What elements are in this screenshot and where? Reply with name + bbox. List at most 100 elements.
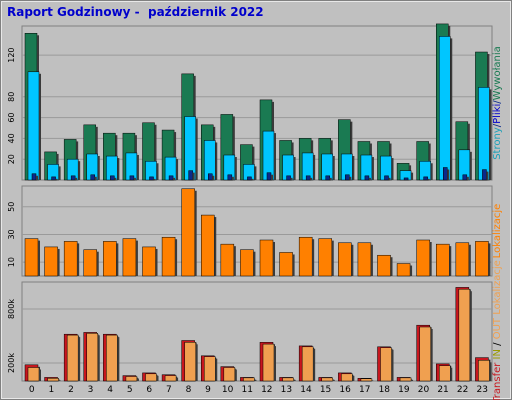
hits-files-pages-pages-bar-shadow xyxy=(173,177,176,180)
visits-visits-bar xyxy=(24,238,39,277)
transfer-kbytes_out-bar xyxy=(27,367,40,382)
hits-files-pages-hits-bar-shadow xyxy=(174,132,177,180)
transfer-kbytes_out-bar-shadow xyxy=(450,367,453,381)
hits-files-pages-axis-label: Strony/Pliki/Wywołania xyxy=(492,46,503,160)
hits-files-pages-pages-bar-shadow xyxy=(231,176,234,180)
transfer-kbytes_out-bar-shadow xyxy=(274,346,276,381)
hits-files-pages-axis-label-part: / xyxy=(492,100,503,104)
visits-visits-bar-shadow xyxy=(312,239,315,276)
visits-visits-bar xyxy=(318,238,332,277)
x-tick-label: 3 xyxy=(88,385,94,395)
visits-y-tick-label: 30 xyxy=(7,229,16,239)
transfer-kbytes_out-bar-shadow xyxy=(78,337,81,381)
transfer-kbytes_out-bar-shadow xyxy=(254,379,257,381)
hits-files-pages-axis-label-part: Strony xyxy=(492,127,503,160)
transfer-kbytes_out-bar xyxy=(262,343,275,382)
hits-files-pages-files-bar-shadow xyxy=(450,38,453,180)
hits-files-pages-files-bar-shadow xyxy=(156,163,159,180)
visits-visits-bar xyxy=(279,252,293,277)
transfer-kbytes_out-bar xyxy=(380,347,392,382)
hits-files-pages-y-tick-label: 80 xyxy=(7,92,16,102)
transfer-kbytes_out-bar xyxy=(282,377,294,382)
visits-visits-bar xyxy=(240,249,254,277)
transfer-kbytes_out-bar-shadow xyxy=(352,375,355,381)
hits-files-pages-hits-bar-shadow xyxy=(252,146,255,180)
hits-files-pages-files-bar-shadow xyxy=(293,157,296,180)
transfer-kbytes_out-bar xyxy=(458,288,471,382)
visits-visits-bar-shadow xyxy=(155,248,158,276)
visits-visits-bar xyxy=(475,241,489,277)
hits-files-pages-pages-bar xyxy=(90,174,95,181)
hits-files-pages-pages-bar-shadow xyxy=(114,177,117,180)
hits-files-pages-files-bar-shadow xyxy=(97,155,100,180)
visits-visits-bar xyxy=(338,242,352,277)
hits-files-pages-pages-bar xyxy=(384,175,389,181)
x-tick-label: 22 xyxy=(457,385,468,395)
hits-files-pages-files-bar-shadow xyxy=(469,151,472,180)
visits-visits-bar xyxy=(416,239,430,277)
transfer-kbytes_out-bar xyxy=(66,334,79,382)
visits-visits-bar-shadow xyxy=(429,242,432,276)
hits-files-pages-pages-bar-shadow xyxy=(153,178,156,180)
hits-files-pages-files-bar-shadow xyxy=(136,154,139,180)
hits-files-pages-pages-bar-shadow xyxy=(55,178,58,180)
visits-visits-bar xyxy=(455,242,470,277)
hits-files-pages-pages-bar-shadow xyxy=(447,169,450,180)
hits-files-pages-pages-bar-shadow xyxy=(310,177,313,180)
transfer-kbytes_out-bar xyxy=(478,360,490,382)
visits-visits-bar-shadow xyxy=(292,254,295,276)
transfer-kbytes_out-bar-shadow xyxy=(332,379,335,381)
x-tick-label: 18 xyxy=(379,385,391,395)
hits-files-pages-files-bar-shadow xyxy=(371,157,374,180)
hits-files-pages-pages-bar xyxy=(51,176,56,181)
hits-files-pages-y-tick-label: 120 xyxy=(7,47,16,62)
transfer-kbytes_out-bar xyxy=(47,378,59,382)
transfer-kbytes_out-bar-shadow xyxy=(136,378,139,381)
transfer-plot-area xyxy=(21,281,493,382)
x-tick-label: 7 xyxy=(166,385,172,395)
transfer-y-tick-label: 200k xyxy=(7,353,16,373)
hits-files-pages-pages-bar-shadow xyxy=(486,171,489,180)
hits-files-pages-files-bar-shadow xyxy=(254,166,257,180)
transfer-kbytes_out-bar-shadow xyxy=(176,377,179,381)
hits-files-pages-hits-bar-shadow xyxy=(232,116,235,180)
hits-files-pages-pages-bar xyxy=(70,175,76,181)
visits-visits-bar-shadow xyxy=(77,243,80,276)
hits-files-pages-hits-bar-shadow xyxy=(154,124,157,180)
transfer-kbytes_out-bar xyxy=(204,356,216,382)
x-tick-label: 11 xyxy=(241,385,252,395)
hits-files-pages-pages-bar-shadow xyxy=(36,175,38,180)
transfer-kbytes_out-bar-shadow xyxy=(293,379,296,381)
transfer-kbytes_out-bar-shadow xyxy=(39,369,41,381)
hits-files-pages-pages-bar xyxy=(208,173,213,181)
hits-files-pages-axis-label-part: Pliki xyxy=(492,104,503,124)
transfer-kbytes_out-bar xyxy=(86,333,98,382)
hits-files-pages-pages-bar xyxy=(462,174,468,181)
transfer-kbytes_out-bar xyxy=(125,376,138,382)
transfer-kbytes_out-bar xyxy=(321,377,333,382)
hits-files-pages-pages-bar xyxy=(305,175,311,181)
hits-files-pages-pages-bar xyxy=(188,170,193,181)
x-tick-label: 12 xyxy=(261,385,272,395)
visits-axis-label: Lokalizacje xyxy=(492,204,503,259)
hits-files-pages-y-tick-label: 40 xyxy=(7,133,16,143)
hits-files-pages-files-bar-shadow xyxy=(215,142,218,180)
hits-files-pages-pages-bar xyxy=(149,176,154,181)
visits-visits-bar-shadow xyxy=(331,240,334,276)
hits-files-pages-pages-bar-shadow xyxy=(133,177,136,180)
hits-files-pages-pages-bar-shadow xyxy=(349,176,352,180)
hits-files-pages-y-tick-label: 20 xyxy=(7,154,16,164)
visits-visits-bar-shadow xyxy=(214,217,217,276)
visits-visits-bar xyxy=(436,243,450,277)
transfer-axis-label-part: IN xyxy=(492,349,503,359)
visits-visits-bar-shadow xyxy=(370,244,373,276)
hits-files-pages-files-bar-shadow xyxy=(176,159,179,180)
x-tick-label: 5 xyxy=(127,385,133,395)
x-tick-label: 4 xyxy=(107,385,113,395)
hits-files-pages-pages-bar xyxy=(129,175,135,181)
transfer-kbytes_out-bar-shadow xyxy=(195,344,198,381)
hits-files-pages-pages-bar xyxy=(423,176,428,181)
hits-files-pages-pages-bar xyxy=(266,172,272,181)
hits-files-pages-files-bar-shadow xyxy=(430,163,433,180)
hits-files-pages-pages-bar-shadow xyxy=(212,175,215,180)
